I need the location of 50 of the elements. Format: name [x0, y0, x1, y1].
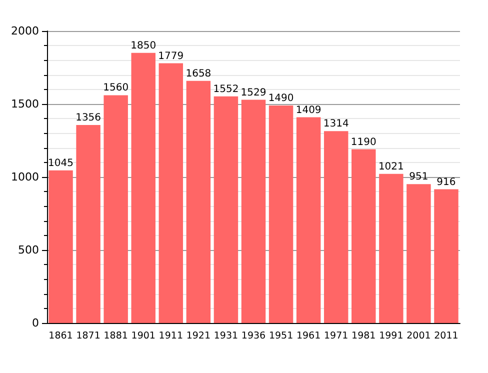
data-label: 1021	[378, 161, 404, 172]
x-tick-label: 1881	[104, 330, 128, 342]
x-tick-label: 1921	[186, 330, 211, 342]
y-tick-label: 1500	[11, 98, 39, 110]
bar	[434, 189, 458, 323]
x-tick-label: 1971	[324, 330, 348, 342]
data-label: 1045	[48, 158, 74, 169]
data-label: 1529	[240, 87, 266, 98]
x-tick-label: 1911	[158, 330, 183, 342]
data-label: 1490	[268, 92, 294, 104]
x-tick-label: 1981	[352, 330, 376, 342]
data-label: 1560	[103, 82, 129, 94]
x-tick-label: 2011	[434, 330, 458, 342]
bar	[352, 149, 376, 323]
x-tick-label: 1931	[214, 330, 238, 342]
x-tick-label: 1861	[48, 330, 73, 342]
bar	[48, 170, 73, 323]
data-label: 1190	[350, 136, 376, 148]
x-tick-label: 1951	[268, 330, 294, 342]
y-tick-label: 2000	[11, 24, 39, 38]
bar	[268, 105, 294, 323]
data-label: 951	[409, 172, 428, 183]
data-label: 1850	[130, 40, 156, 52]
bar	[324, 131, 348, 323]
bar	[76, 125, 100, 323]
data-label: 1409	[296, 104, 322, 116]
bar	[186, 80, 211, 323]
bar	[241, 100, 266, 323]
x-tick-label: 2001	[406, 330, 431, 342]
x-tick-label: 1936	[241, 330, 266, 342]
x-tick-label: 1991	[379, 330, 404, 342]
data-label: 1658	[186, 68, 212, 80]
y-tick-label: 500	[18, 244, 39, 256]
y-tick-label: 0	[32, 316, 39, 330]
data-label: 916	[436, 176, 456, 188]
x-tick-label: 1871	[76, 330, 100, 342]
bar	[131, 52, 156, 323]
y-tick-label: 1000	[11, 170, 39, 184]
bar	[104, 95, 128, 323]
bar	[379, 174, 404, 323]
bar	[406, 184, 431, 323]
x-tick-label: 1961	[296, 330, 321, 342]
bar	[214, 96, 238, 323]
bar	[158, 63, 184, 323]
data-label: 1779	[158, 50, 184, 62]
data-label: 1552	[213, 84, 239, 95]
data-label: 1314	[323, 118, 349, 130]
x-tick-label: 1901	[131, 330, 156, 342]
data-label: 1356	[76, 112, 102, 124]
bar	[296, 117, 321, 323]
